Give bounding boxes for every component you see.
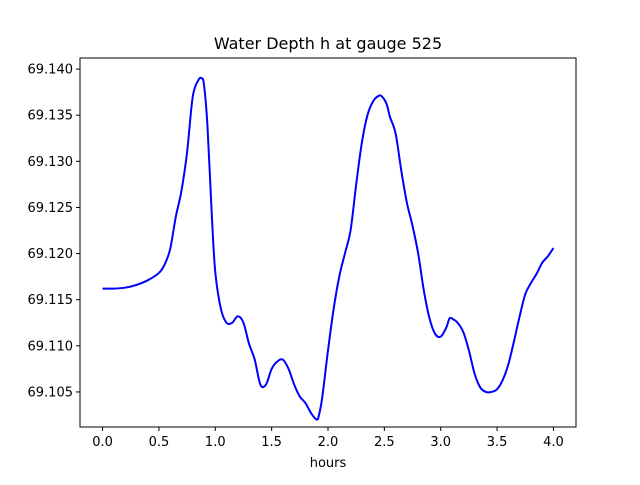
plot-frame bbox=[79, 57, 577, 428]
y-tick-label: 69.120 bbox=[28, 247, 74, 262]
x-tick-label: 3.5 bbox=[487, 435, 508, 450]
x-tick-label: 4.0 bbox=[543, 435, 564, 450]
y-tick-label: 69.110 bbox=[28, 339, 74, 354]
chart-title: Water Depth h at gauge 525 bbox=[214, 34, 442, 53]
y-tick-label: 69.115 bbox=[28, 293, 74, 308]
x-axis: 0.0 0.5 1.0 1.5 2.0 2.5 3.0 3.5 4.0 bbox=[92, 427, 564, 450]
x-tick-label: 0.5 bbox=[149, 435, 170, 450]
y-tick-label: 69.105 bbox=[28, 385, 74, 400]
y-tick-label: 69.130 bbox=[28, 155, 74, 170]
y-axis: 69.105 69.110 69.115 69.120 69.125 69.130 69.1… bbox=[28, 63, 80, 400]
x-tick-label: 0.0 bbox=[92, 435, 113, 450]
y-tick-label: 69.140 bbox=[28, 63, 74, 78]
y-tick-label: 69.125 bbox=[28, 201, 74, 216]
x-tick-label: 2.0 bbox=[318, 435, 339, 450]
x-axis-label: hours bbox=[310, 456, 347, 471]
x-tick-label: 3.0 bbox=[430, 435, 451, 450]
y-tick-label: 69.135 bbox=[28, 109, 74, 124]
series-line bbox=[102, 76, 555, 421]
x-tick-label: 2.5 bbox=[374, 435, 395, 450]
x-tick-label: 1.5 bbox=[261, 435, 282, 450]
x-tick-label: 1.0 bbox=[205, 435, 226, 450]
plot-area bbox=[102, 76, 555, 421]
